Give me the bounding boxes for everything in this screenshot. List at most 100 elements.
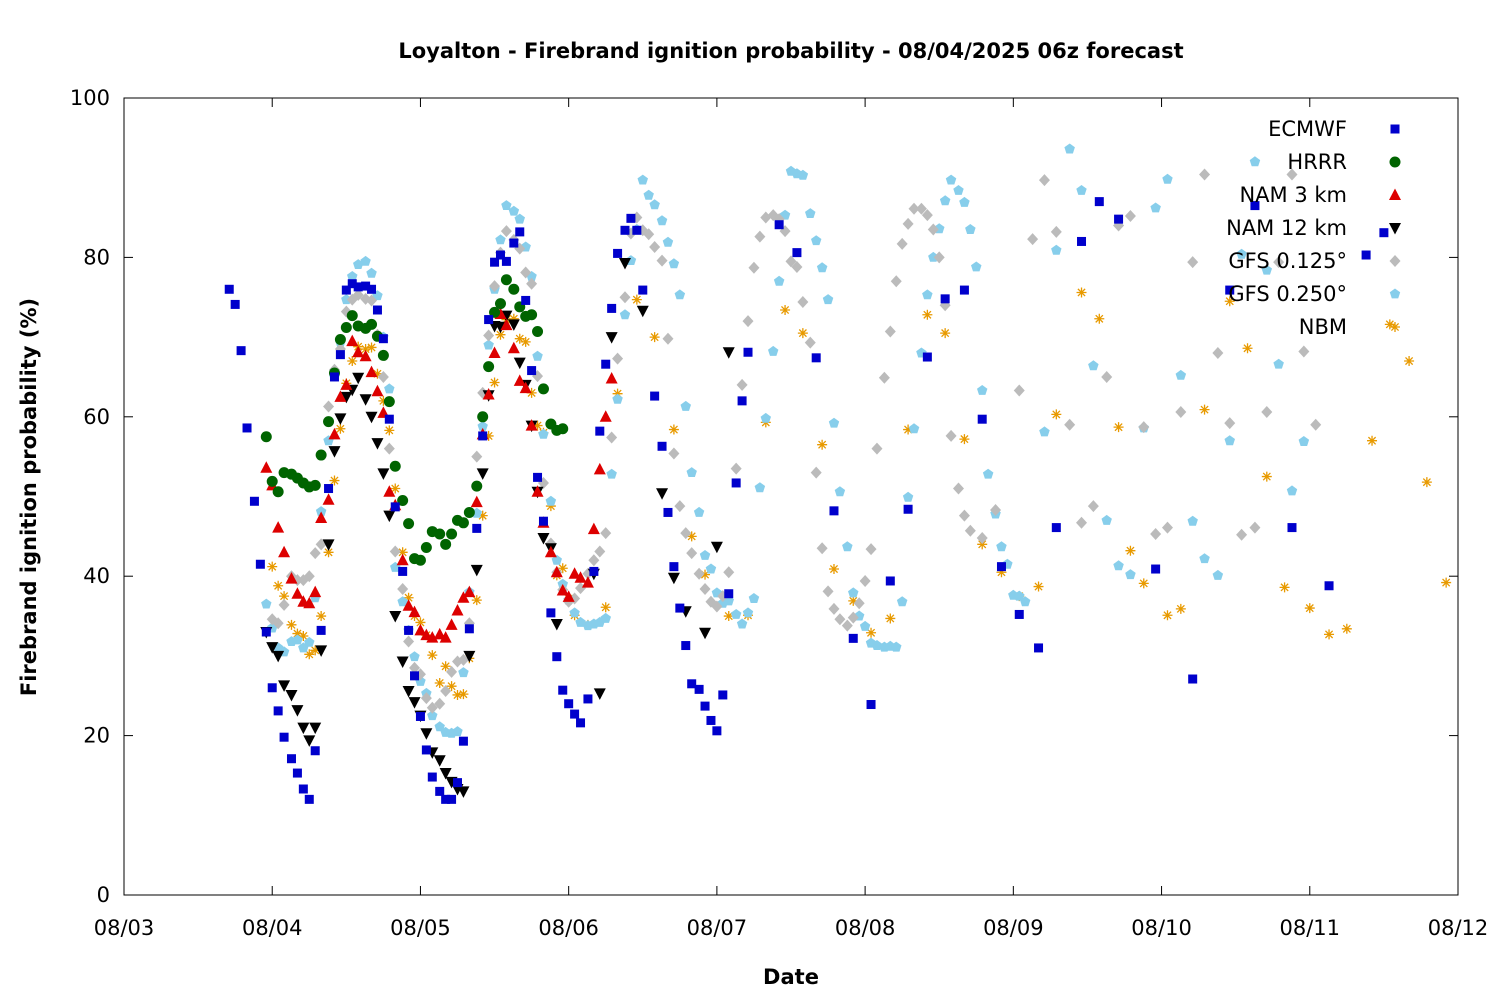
data-point	[730, 462, 742, 475]
data-point	[848, 633, 858, 643]
data-point	[434, 528, 446, 540]
data-point	[538, 516, 548, 526]
data-point	[921, 209, 933, 222]
data-point	[328, 446, 341, 458]
data-point	[1114, 214, 1124, 224]
data-point	[298, 784, 308, 794]
data-point	[1064, 418, 1076, 431]
data-point	[278, 545, 291, 558]
data-point	[797, 328, 808, 339]
data-point	[1064, 143, 1075, 154]
data-point	[593, 688, 606, 700]
data-point	[792, 248, 802, 258]
data-point	[1014, 590, 1025, 601]
data-point	[402, 685, 415, 698]
data-point	[557, 578, 568, 589]
data-point	[403, 635, 415, 648]
data-point	[1076, 287, 1087, 298]
data-point	[557, 563, 568, 574]
data-point	[736, 618, 748, 629]
legend-marker	[1390, 322, 1400, 332]
data-point	[495, 329, 506, 340]
data-point	[389, 545, 401, 558]
data-point	[631, 294, 642, 305]
data-point	[403, 592, 414, 603]
data-point	[1199, 168, 1211, 181]
data-point	[700, 701, 710, 711]
data-point	[1087, 500, 1099, 513]
data-point	[279, 591, 290, 602]
data-point	[458, 667, 469, 678]
data-point	[976, 531, 988, 544]
data-point	[329, 372, 339, 382]
data-point	[952, 482, 964, 495]
data-point	[371, 384, 384, 397]
data-point	[1249, 521, 1261, 534]
data-point	[1076, 185, 1087, 195]
data-point	[1250, 201, 1260, 211]
data-point	[768, 345, 779, 356]
y-tick-label: 20	[83, 724, 110, 748]
data-point	[686, 467, 697, 477]
data-point	[990, 504, 1002, 517]
data-point	[959, 196, 970, 207]
data-point	[953, 185, 964, 195]
data-point	[834, 486, 846, 497]
data-point	[601, 359, 611, 369]
data-point	[662, 236, 674, 247]
data-point	[545, 501, 556, 512]
data-point	[711, 600, 723, 613]
data-point	[377, 370, 389, 383]
data-point	[286, 754, 296, 764]
data-point	[272, 521, 285, 533]
data-point	[545, 495, 557, 506]
legend-marker	[1390, 124, 1400, 134]
data-point	[273, 580, 284, 591]
data-point	[552, 652, 562, 662]
data-point	[1175, 369, 1187, 380]
data-point	[519, 381, 532, 394]
data-point	[507, 341, 520, 354]
data-point	[971, 261, 982, 272]
data-point	[470, 564, 483, 577]
data-point	[612, 393, 623, 404]
data-point	[261, 627, 271, 637]
data-point	[389, 611, 402, 623]
data-point	[1367, 435, 1378, 446]
data-point	[514, 333, 525, 344]
data-point	[1225, 285, 1235, 295]
data-point	[383, 442, 395, 455]
data-point	[477, 411, 489, 423]
data-point	[266, 475, 278, 487]
data-point	[785, 255, 797, 268]
data-point	[236, 346, 246, 356]
data-point	[464, 624, 474, 634]
data-point	[322, 539, 335, 551]
data-point	[457, 591, 470, 603]
data-point	[384, 414, 394, 424]
data-point	[500, 274, 512, 286]
data-point	[532, 326, 544, 338]
data-point	[292, 628, 303, 639]
data-point	[619, 309, 631, 320]
data-point	[1212, 569, 1224, 580]
data-point	[291, 705, 304, 717]
data-point	[316, 625, 326, 635]
data-point	[1033, 581, 1044, 592]
data-point	[1324, 629, 1335, 640]
data-point	[532, 350, 543, 361]
data-point	[1034, 643, 1044, 653]
y-axis-label: Firebrand ignition probability (%)	[17, 298, 41, 696]
data-point	[699, 627, 712, 640]
data-point	[440, 661, 451, 672]
data-point	[805, 208, 816, 218]
data-point	[507, 319, 520, 331]
data-point	[340, 322, 352, 334]
data-point	[958, 509, 970, 522]
data-point	[607, 303, 617, 313]
data-point	[303, 735, 316, 747]
data-point	[822, 294, 834, 305]
data-point	[533, 472, 543, 482]
data-point	[514, 213, 525, 224]
data-point	[366, 294, 378, 307]
